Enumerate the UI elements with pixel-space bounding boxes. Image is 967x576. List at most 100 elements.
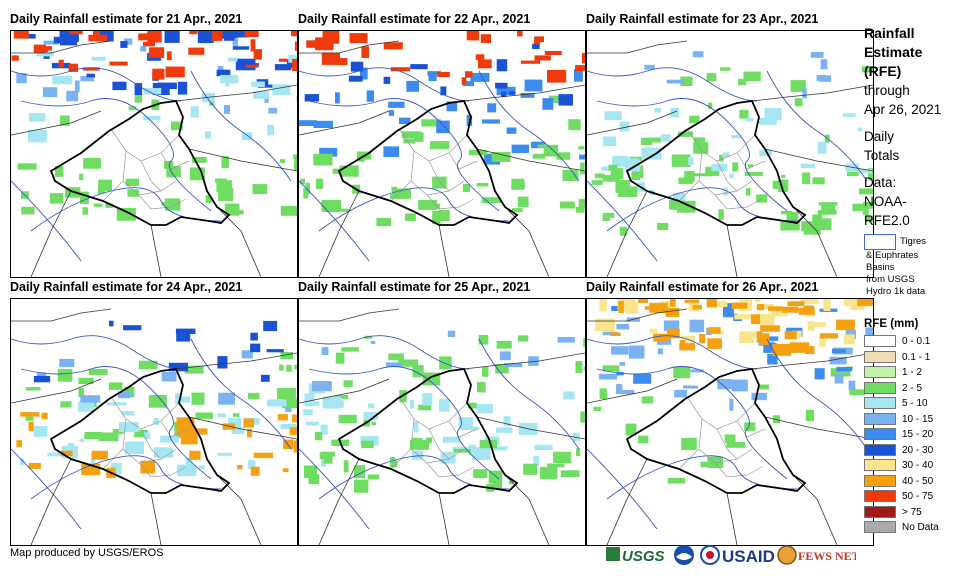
legend-label: 2 - 5 bbox=[902, 382, 923, 394]
rain-cell bbox=[354, 465, 365, 479]
rain-cell bbox=[572, 432, 580, 442]
basin-boundary bbox=[766, 70, 868, 182]
rain-cell bbox=[339, 165, 359, 177]
basin-boundary bbox=[20, 366, 212, 480]
rain-cell bbox=[667, 477, 686, 484]
rain-cell bbox=[68, 63, 79, 72]
rain-cell bbox=[244, 31, 259, 37]
country-border bbox=[216, 206, 262, 277]
rain-cell bbox=[656, 338, 672, 345]
sidebar-info: Rainfall Estimate (RFE) through Apr 26, … bbox=[864, 24, 964, 230]
rain-cell bbox=[143, 432, 151, 440]
usaid-logo-text: USAID bbox=[722, 547, 775, 566]
province-boundary bbox=[426, 194, 475, 210]
basin-key-line4: from USGS bbox=[866, 274, 915, 285]
rain-cell bbox=[124, 441, 144, 455]
rain-cell bbox=[43, 55, 50, 59]
rain-cell bbox=[300, 178, 305, 185]
rain-cell bbox=[74, 80, 80, 93]
country-border bbox=[11, 378, 102, 404]
rain-cell bbox=[508, 91, 516, 95]
rain-cell bbox=[671, 154, 691, 167]
rain-cell bbox=[729, 173, 734, 179]
basin-boundary bbox=[190, 70, 292, 182]
rain-cell bbox=[666, 79, 684, 84]
basin-key-line2: & Euphrates bbox=[866, 250, 919, 261]
rain-cell bbox=[670, 107, 680, 118]
rain-cell bbox=[862, 204, 869, 216]
rain-cell bbox=[343, 460, 349, 473]
basin-key-line1: Tigres bbox=[900, 236, 927, 247]
legend-swatch bbox=[864, 335, 896, 347]
legend-items: 0 - 0.1 0.1 - 1 1 - 2 2 - 5 5 - 10 10 - 15 15 … bbox=[864, 334, 964, 536]
rain-cell bbox=[13, 31, 29, 39]
rain-cell bbox=[160, 435, 179, 443]
rain-cell bbox=[217, 356, 228, 369]
map-canvas bbox=[587, 40, 873, 277]
rain-cell bbox=[744, 171, 764, 176]
rain-cell bbox=[147, 31, 162, 43]
rain-cell bbox=[388, 353, 404, 361]
rain-cell bbox=[250, 39, 256, 52]
rain-cell bbox=[253, 452, 274, 459]
rain-cell bbox=[192, 157, 207, 163]
country-border bbox=[299, 308, 400, 322]
rain-cell bbox=[772, 343, 792, 356]
legend-item: 20 - 30 bbox=[864, 443, 964, 459]
rain-cell bbox=[460, 426, 480, 430]
rain-cell bbox=[771, 306, 788, 317]
basin-boundary bbox=[299, 448, 370, 530]
country-border bbox=[587, 40, 688, 54]
rain-cell bbox=[28, 129, 47, 143]
rain-cell bbox=[504, 363, 523, 368]
rain-cell bbox=[576, 448, 581, 457]
rain-cell bbox=[537, 144, 547, 148]
rain-cell bbox=[367, 474, 380, 480]
rain-cell bbox=[165, 66, 185, 78]
rain-cell bbox=[707, 456, 723, 469]
rain-cell bbox=[523, 463, 538, 475]
rain-cell bbox=[186, 428, 200, 434]
rainfall-field bbox=[299, 31, 585, 227]
rain-cell bbox=[479, 439, 497, 449]
province-boundary bbox=[716, 428, 738, 460]
rain-cell bbox=[759, 149, 772, 157]
totals-label: Totals bbox=[864, 148, 900, 163]
panel-title: Daily Rainfall estimate for 21 Apr., 202… bbox=[10, 12, 243, 26]
legend-swatch bbox=[864, 490, 896, 502]
usgs-logo-mark bbox=[606, 547, 620, 561]
rain-cell bbox=[767, 306, 783, 311]
country-border bbox=[792, 206, 838, 277]
rain-cell bbox=[42, 87, 58, 98]
rain-cell bbox=[91, 56, 106, 61]
country-border bbox=[11, 308, 112, 322]
rain-cell bbox=[34, 47, 49, 52]
rain-cell bbox=[496, 86, 516, 96]
rain-cell bbox=[190, 106, 199, 118]
rain-cell bbox=[575, 206, 585, 213]
legend-item: 1 - 2 bbox=[864, 365, 964, 381]
rain-cell bbox=[638, 435, 649, 444]
rain-cell bbox=[743, 71, 761, 82]
country-border bbox=[504, 206, 550, 277]
rain-cell bbox=[306, 421, 319, 426]
rain-cell bbox=[383, 42, 403, 50]
rain-cell bbox=[286, 364, 292, 372]
rain-cell bbox=[461, 77, 467, 85]
province-boundary bbox=[678, 448, 700, 470]
rain-cell bbox=[706, 299, 717, 308]
rain-cell bbox=[622, 158, 640, 167]
rainfall-panel-apr25: Daily Rainfall estimate for 25 Apr., 202… bbox=[298, 276, 586, 546]
rain-cell bbox=[93, 31, 101, 35]
rain-cell bbox=[82, 67, 100, 71]
rain-cell bbox=[491, 151, 511, 162]
rainfall-map bbox=[586, 30, 874, 278]
rain-cell bbox=[790, 80, 806, 92]
country-border bbox=[751, 352, 873, 370]
rain-cell bbox=[338, 414, 357, 423]
rain-cell bbox=[817, 210, 837, 215]
rain-cell bbox=[280, 423, 297, 430]
province-boundary bbox=[736, 152, 766, 170]
rain-cell bbox=[109, 382, 123, 390]
rain-cell bbox=[757, 303, 774, 310]
